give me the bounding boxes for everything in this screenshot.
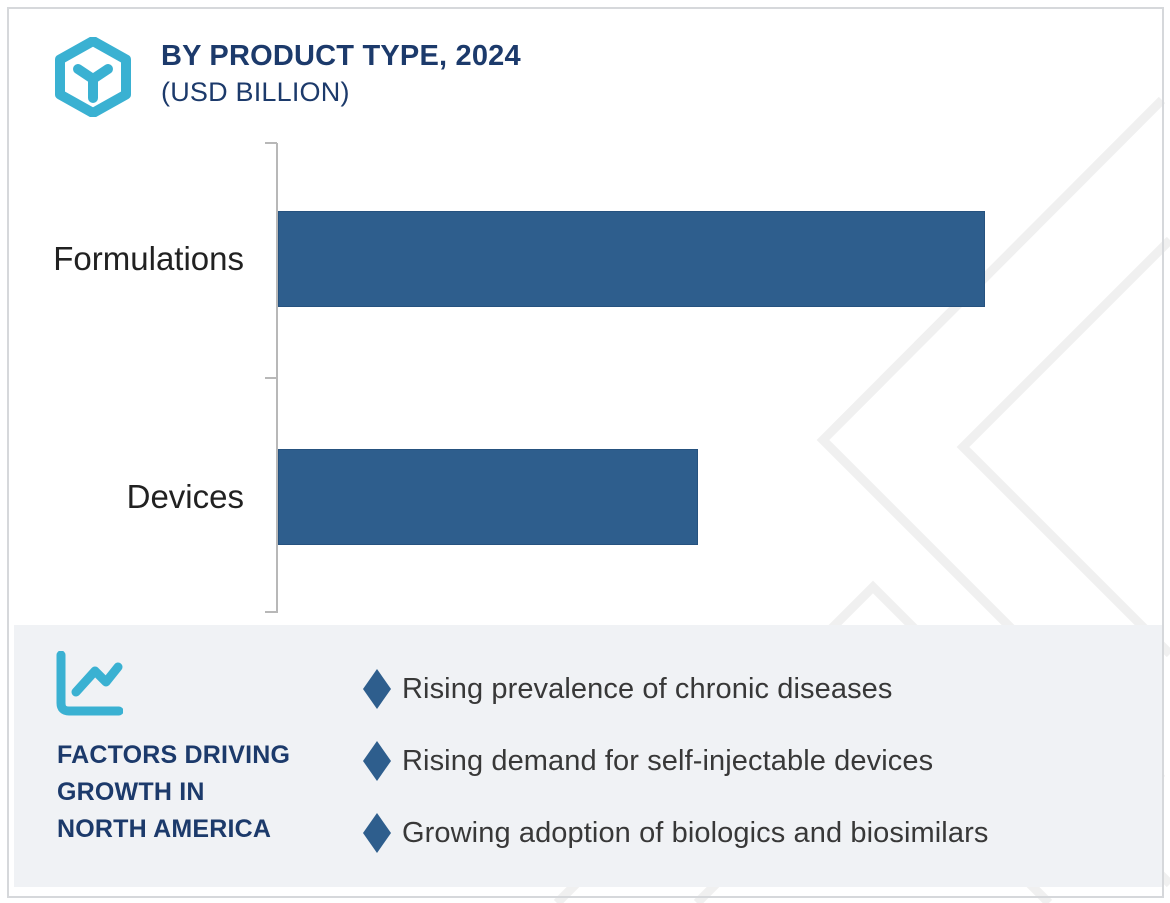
list-item: Rising prevalence of chronic diseases [363, 666, 988, 712]
diamond-bullet-icon [363, 741, 391, 781]
factor-text: Growing adoption of biologics and biosim… [402, 816, 989, 849]
axis-tick [265, 377, 277, 379]
line-chart-icon [56, 651, 123, 716]
factors-heading: FACTORS DRIVING GROWTH IN NORTH AMERICA [57, 737, 290, 848]
axis-tick [265, 142, 277, 144]
diamond-bullet-icon [363, 813, 391, 853]
factors-heading-line: FACTORS DRIVING [57, 741, 291, 769]
factors-heading-line: NORTH AMERICA [57, 815, 272, 843]
bar-formulations [278, 211, 985, 307]
list-item: Growing adoption of biologics and biosim… [363, 810, 988, 856]
chart-title: BY PRODUCT TYPE, 2024 [161, 40, 521, 72]
category-axis [276, 143, 278, 613]
factor-text: Rising prevalence of chronic diseases [402, 672, 893, 705]
factors-heading-line: GROWTH IN [57, 778, 205, 806]
bar-devices [278, 449, 698, 545]
category-label-formulations: Formulations [53, 240, 244, 277]
diamond-bullet-icon [363, 669, 391, 709]
hexagon-y-logo-icon [55, 37, 131, 117]
category-label-devices: Devices [126, 478, 244, 515]
axis-tick [265, 611, 277, 613]
chart-header: BY PRODUCT TYPE, 2024 (USD BILLION) [51, 37, 521, 117]
factors-list: Rising prevalence of chronic diseases Ri… [363, 666, 988, 856]
factor-text: Rising demand for self-injectable device… [402, 744, 934, 777]
list-item: Rising demand for self-injectable device… [363, 738, 988, 784]
chart-subtitle: (USD BILLION) [161, 77, 350, 107]
factors-panel: FACTORS DRIVING GROWTH IN NORTH AMERICA … [14, 625, 1162, 887]
